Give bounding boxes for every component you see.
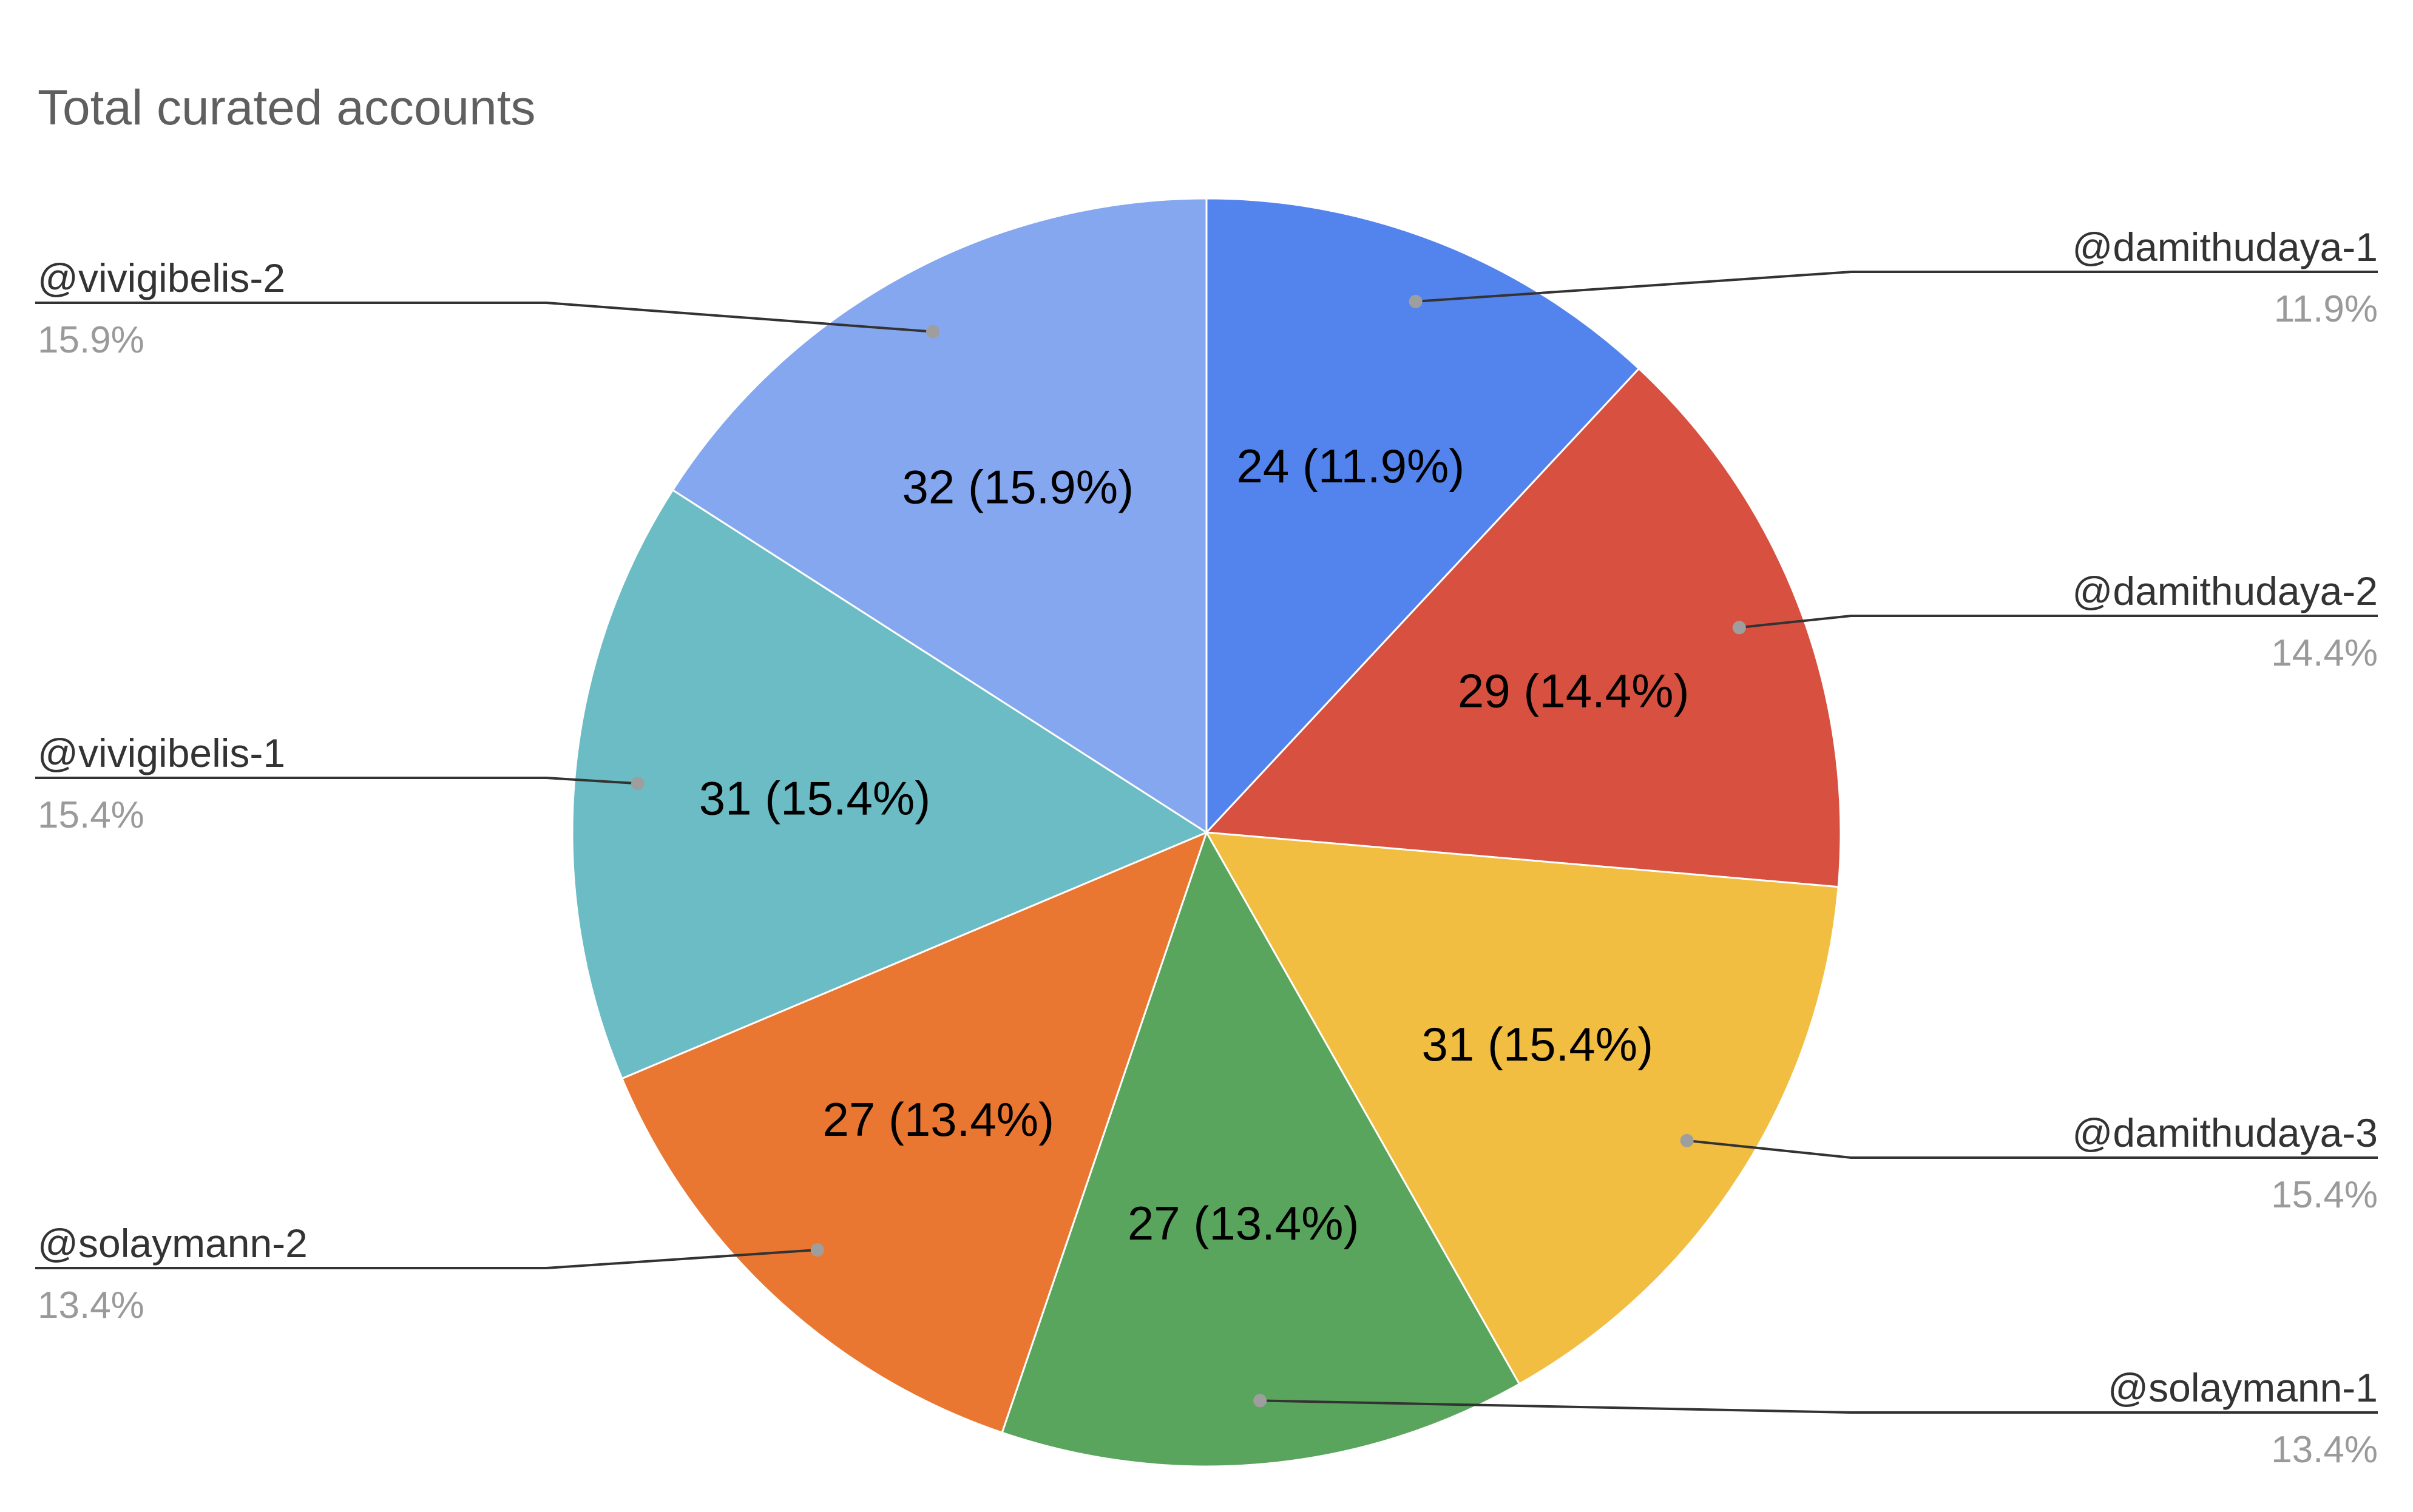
slice-value-label-damithudaya-3: 31 (15.4%) xyxy=(1422,1018,1654,1071)
leader-dot-damithudaya-2 xyxy=(1732,621,1746,635)
leader-line-solaymann-1 xyxy=(1260,1399,2378,1414)
leader-line-vivigibelis-2 xyxy=(35,302,933,333)
outside-label-name-solaymann-2: @solaymann-2 xyxy=(38,1221,308,1266)
chart-title: Total curated accounts xyxy=(38,80,535,135)
pie-slice-solaymann-1[interactable] xyxy=(1001,830,1521,1468)
slice-value-label-damithudaya-1: 24 (11.9%) xyxy=(1237,439,1465,493)
leader-dot-damithudaya-3 xyxy=(1680,1133,1694,1147)
slice-value-label-solaymann-1: 27 (13.4%) xyxy=(1128,1196,1359,1250)
pie-slice-vivigibelis-2[interactable] xyxy=(671,197,1208,834)
outside-label-percent-solaymann-2: 13.4% xyxy=(38,1284,144,1326)
pie-slice-vivigibelis-1[interactable] xyxy=(571,488,1209,1080)
outside-label-percent-solaymann-1: 13.4% xyxy=(2271,1429,2378,1471)
pie-slice-damithudaya-1[interactable] xyxy=(1205,197,1640,835)
outside-label-percent-vivigibelis-1: 15.4% xyxy=(38,794,144,836)
pie-slice-solaymann-2[interactable] xyxy=(620,831,1208,1434)
outside-label-name-solaymann-1: @solaymann-1 xyxy=(2108,1365,2378,1410)
outside-label-percent-damithudaya-3: 15.4% xyxy=(2271,1174,2378,1216)
pie-slice-damithudaya-2[interactable] xyxy=(1204,367,1842,888)
leader-lines xyxy=(35,271,2378,1414)
leader-line-solaymann-2 xyxy=(35,1249,817,1269)
outside-label-percent-damithudaya-2: 14.4% xyxy=(2271,632,2378,674)
leader-dot-solaymann-1 xyxy=(1253,1394,1267,1408)
slice-value-label-damithudaya-2: 29 (14.4%) xyxy=(1458,664,1690,717)
outside-label-percent-damithudaya-1: 11.9% xyxy=(2274,288,2378,330)
outside-label-name-damithudaya-3: @damithudaya-3 xyxy=(2072,1110,2378,1155)
pie-slices xyxy=(571,197,1842,1468)
slice-value-label-solaymann-2: 27 (13.4%) xyxy=(823,1093,1055,1146)
outside-labels: @damithudaya-1 11.9% @damithudaya-2 14.4% @d… xyxy=(38,224,2378,1471)
leader-line-vivigibelis-1 xyxy=(35,777,638,785)
outside-label-percent-vivigibelis-2: 15.9% xyxy=(38,319,144,361)
pie-slice-labels: 24 (11.9%) 29 (14.4%) 31 (15.4%) 27 (13.4%)… xyxy=(699,439,1690,1250)
pie-slice-damithudaya-3[interactable] xyxy=(1205,831,1839,1386)
slice-value-label-vivigibelis-2: 32 (15.9%) xyxy=(902,461,1134,514)
leader-dot-vivigibelis-2 xyxy=(926,325,939,339)
outside-label-name-damithudaya-2: @damithudaya-2 xyxy=(2072,569,2378,613)
outside-label-name-vivigibelis-2: @vivigibelis-2 xyxy=(38,255,285,300)
leader-dot-damithudaya-1 xyxy=(1409,294,1423,308)
leader-dot-vivigibelis-1 xyxy=(631,777,645,791)
leader-line-damithudaya-2 xyxy=(1739,615,2378,629)
leader-line-damithudaya-3 xyxy=(1687,1139,2378,1159)
slice-value-label-vivigibelis-1: 31 (15.4%) xyxy=(699,771,931,825)
outside-label-name-damithudaya-1: @damithudaya-1 xyxy=(2072,224,2378,269)
outside-label-name-vivigibelis-1: @vivigibelis-1 xyxy=(38,731,285,775)
leader-dot-solaymann-2 xyxy=(810,1243,824,1257)
leader-line-damithudaya-1 xyxy=(1415,271,2378,303)
